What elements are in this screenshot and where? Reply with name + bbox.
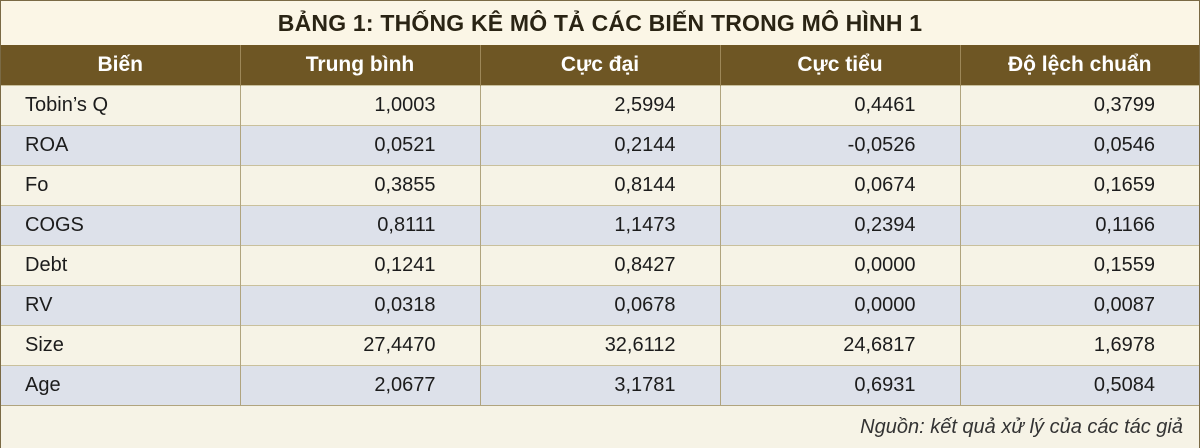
cell-mean: 0,8111: [240, 204, 481, 245]
cell-std-dev: 0,1166: [960, 204, 1199, 245]
cell-mean: 2,0677: [240, 364, 481, 405]
cell-std-dev: 0,1559: [960, 244, 1199, 285]
cell-mean: 0,0521: [240, 124, 481, 165]
cell-min: 0,2394: [720, 204, 961, 245]
table-row: Debt 0,1241 0,8427 0,0000 0,1559: [1, 244, 1199, 285]
cell-variable: Age: [1, 364, 241, 405]
cell-max: 1,1473: [480, 204, 721, 245]
table-row: RV 0,0318 0,0678 0,0000 0,0087: [1, 284, 1199, 325]
table-header-row: Biến Trung bình Cực đại Cực tiểu Độ lệch…: [1, 45, 1199, 85]
header-std-dev: Độ lệch chuẩn: [1007, 52, 1152, 76]
header-max: Cực đại: [480, 45, 721, 85]
table-row: Tobin’s Q 1,0003 2,5994 0,4461 0,3799: [1, 84, 1199, 125]
cell-max: 0,8427: [480, 244, 721, 285]
cell-min: 0,4461: [720, 84, 961, 125]
cell-min: -0,0526: [720, 124, 961, 165]
descriptive-stats-table: Biến Trung bình Cực đại Cực tiểu Độ lệch…: [1, 45, 1199, 405]
header-min: Cực tiểu: [720, 45, 961, 85]
cell-min: 0,6931: [720, 364, 961, 405]
cell-min: 0,0000: [720, 284, 961, 325]
cell-std-dev: 0,0546: [960, 124, 1199, 165]
cell-variable: ROA: [1, 124, 241, 165]
cell-variable: Fo: [1, 164, 241, 205]
cell-min: 0,0674: [720, 164, 961, 205]
cell-mean: 27,4470: [240, 324, 481, 365]
cell-max: 0,2144: [480, 124, 721, 165]
cell-variable: Tobin’s Q: [1, 84, 241, 125]
cell-max: 2,5994: [480, 84, 721, 125]
cell-max: 0,0678: [480, 284, 721, 325]
cell-std-dev: 0,0087: [960, 284, 1199, 325]
source-note: Nguồn: kết quả xử lý của các tác giả: [1, 405, 1199, 448]
cell-variable: Debt: [1, 244, 241, 285]
header-variable: Biến: [1, 45, 241, 85]
cell-max: 32,6112: [480, 324, 721, 365]
cell-max: 3,1781: [480, 364, 721, 405]
table-row: Size 27,4470 32,6112 24,6817 1,6978: [1, 324, 1199, 365]
cell-mean: 0,1241: [240, 244, 481, 285]
cell-min: 0,0000: [720, 244, 961, 285]
cell-variable: Size: [1, 324, 241, 365]
table-row: ROA 0,0521 0,2144 -0,0526 0,0546: [1, 124, 1199, 165]
cell-mean: 0,3855: [240, 164, 481, 205]
cell-min: 24,6817: [720, 324, 961, 365]
cell-std-dev: 1,6978: [960, 324, 1199, 365]
header-mean: Trung bình: [240, 45, 481, 85]
cell-std-dev: 0,3799: [960, 84, 1199, 125]
cell-std-dev: 0,5084: [960, 364, 1199, 405]
cell-mean: 1,0003: [240, 84, 481, 125]
cell-std-dev: 0,1659: [960, 164, 1199, 205]
cell-variable: RV: [1, 284, 241, 325]
cell-mean: 0,0318: [240, 284, 481, 325]
table-row: Fo 0,3855 0,8144 0,0674 0,1659: [1, 164, 1199, 205]
table-row: Age 2,0677 3,1781 0,6931 0,5084: [1, 364, 1199, 405]
table-row: COGS 0,8111 1,1473 0,2394 0,1166: [1, 204, 1199, 245]
cell-variable: COGS: [1, 204, 241, 245]
table-title: BẢNG 1: THỐNG KÊ MÔ TẢ CÁC BIẾN TRONG MÔ…: [1, 1, 1199, 45]
cell-max: 0,8144: [480, 164, 721, 205]
